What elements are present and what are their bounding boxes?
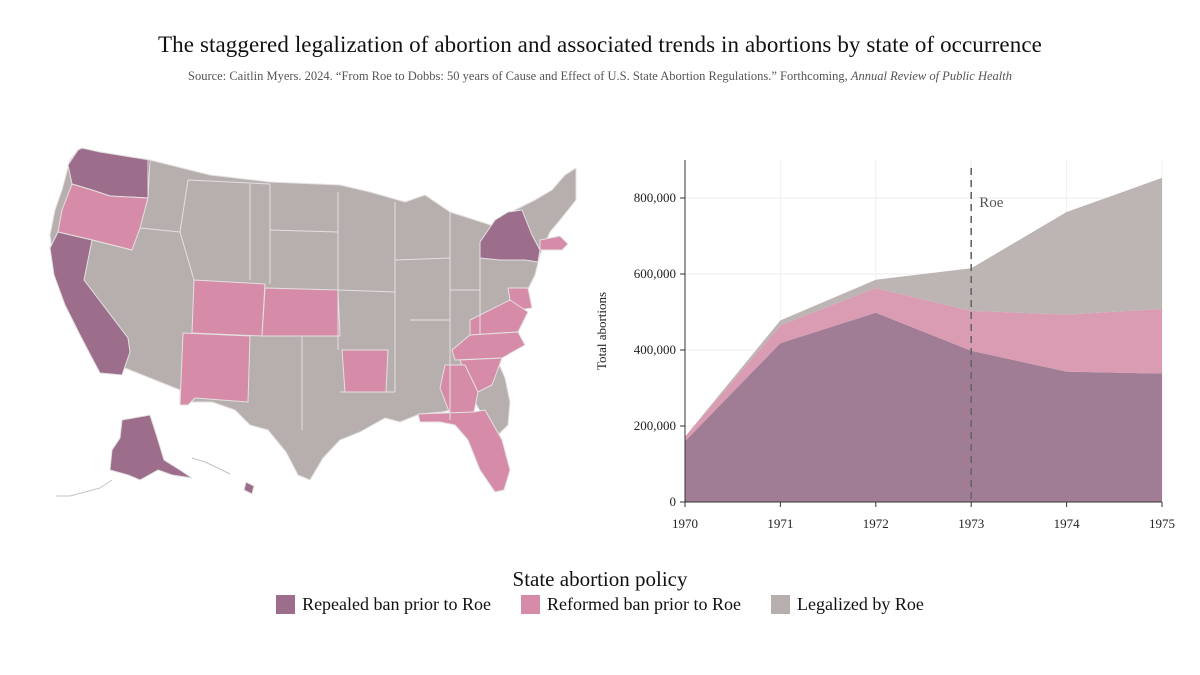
us-state-map [49, 147, 577, 497]
map-state-massachusetts [539, 235, 569, 251]
map-state-california [49, 231, 131, 376]
x-tick-label: 1971 [767, 516, 793, 531]
legend-label-legalized: Legalized by Roe [796, 594, 924, 614]
x-tick-label: 1972 [863, 516, 889, 531]
legend: Repealed ban prior to Roe Reformed ban p… [0, 594, 1200, 615]
map-state-arkansas [341, 349, 389, 393]
y-tick-label: 400,000 [634, 342, 676, 357]
source-text: Source: Caitlin Myers. 2024. “From Roe t… [188, 69, 848, 83]
map-state-oregon [57, 183, 149, 251]
map-state-colorado [191, 279, 266, 337]
map-state-north-carolina [451, 331, 526, 361]
x-tick-label: 1974 [1054, 516, 1081, 531]
x-tick-label: 1970 [672, 516, 698, 531]
stacked-area-chart: 0 200,000 400,000 600,000 800,000 1970 1971 197… [594, 160, 1175, 531]
legend-label-reformed: Reformed ban prior to Roe [547, 594, 741, 614]
area-legalized [685, 177, 1162, 437]
roe-vline-label: Roe [979, 195, 1004, 211]
y-tick-label: 0 [670, 494, 677, 509]
area-repealed [685, 312, 1162, 502]
y-tick-label: 200,000 [634, 418, 676, 433]
map-state-hawaii [243, 481, 255, 495]
map-state-new-mexico [179, 332, 251, 406]
y-tick-label: 600,000 [634, 266, 676, 281]
legend-label-repealed: Repealed ban prior to Roe [302, 594, 492, 614]
legend-swatch-reformed [521, 595, 541, 614]
chart-title: The staggered legalization of abortion a… [158, 32, 1042, 57]
chart-axes: 0 200,000 400,000 600,000 800,000 1970 1971 197… [594, 160, 1175, 531]
y-tick-label: 800,000 [634, 190, 676, 205]
legend-item-repealed: Repealed ban prior to Roe [276, 594, 491, 615]
area-reformed [685, 288, 1162, 442]
x-tick-label: 1975 [1149, 516, 1175, 531]
map-hawaii-islands [191, 457, 231, 475]
legend-item-reformed: Reformed ban prior to Roe [521, 594, 741, 615]
legend-title: State abortion policy [512, 567, 688, 591]
map-state-florida [417, 409, 511, 493]
map-state-alaska [109, 414, 193, 481]
map-alaska-islands [56, 479, 113, 497]
y-axis-label: Total abortions [594, 292, 609, 370]
chart-areas [685, 177, 1162, 502]
legend-swatch-repealed [276, 595, 296, 614]
legend-item-legalized: Legalized by Roe [770, 594, 924, 615]
map-state-kansas [261, 287, 341, 337]
source-citation: Source: Caitlin Myers. 2024. “From Roe t… [0, 69, 1200, 84]
source-journal: Annual Review of Public Health [850, 69, 1012, 83]
map-state-borders [91, 160, 481, 430]
legend-swatch-legalized [770, 595, 790, 614]
x-tick-label: 1973 [958, 516, 984, 531]
map-state-virginia [469, 299, 529, 336]
